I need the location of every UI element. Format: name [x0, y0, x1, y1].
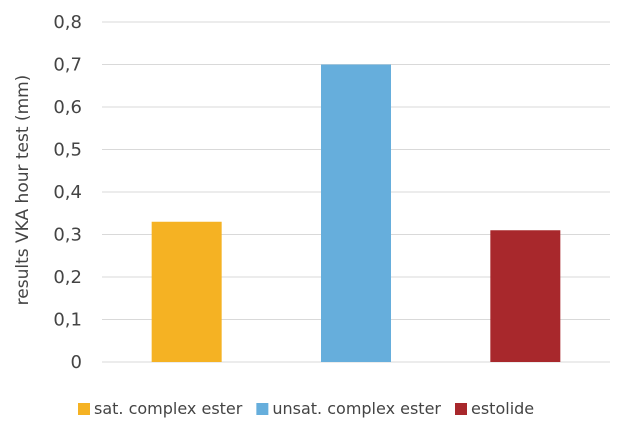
y-tick-label: 0: [71, 352, 82, 373]
y-tick-label: 0,7: [53, 55, 82, 76]
legend-label-1: sat. complex ester: [94, 399, 243, 418]
bar-2: [321, 64, 391, 362]
y-tick-label: 0,8: [53, 12, 82, 33]
y-tick-label: 0,5: [53, 140, 82, 161]
y-tick-label: 0,1: [53, 310, 82, 331]
y-tick-label: 0,3: [53, 225, 82, 246]
bar-1: [151, 221, 222, 362]
legend-label-3: estolide: [471, 399, 534, 418]
y-tick-label: 0,4: [53, 182, 82, 203]
y-axis-label-group: results VKA hour test (mm): [13, 75, 33, 306]
legend-swatch-3: [455, 403, 467, 415]
legend-swatch-2: [256, 403, 269, 415]
legend: sat. complex ester unsat. complex ester es…: [78, 399, 534, 418]
y-tick-label: 0,2: [53, 267, 82, 288]
y-tick-label: 0,6: [53, 97, 82, 118]
y-axis-ticks: 0 0,1 0,2 0,3 0,4 0,5 0,6 0,7 0,8: [53, 12, 82, 373]
legend-swatch-1: [78, 403, 90, 415]
bars: [151, 64, 561, 362]
legend-label-2: unsat. complex ester: [272, 399, 441, 418]
bar-3: [490, 230, 561, 362]
y-axis-title: results VKA hour test (mm): [13, 75, 33, 306]
